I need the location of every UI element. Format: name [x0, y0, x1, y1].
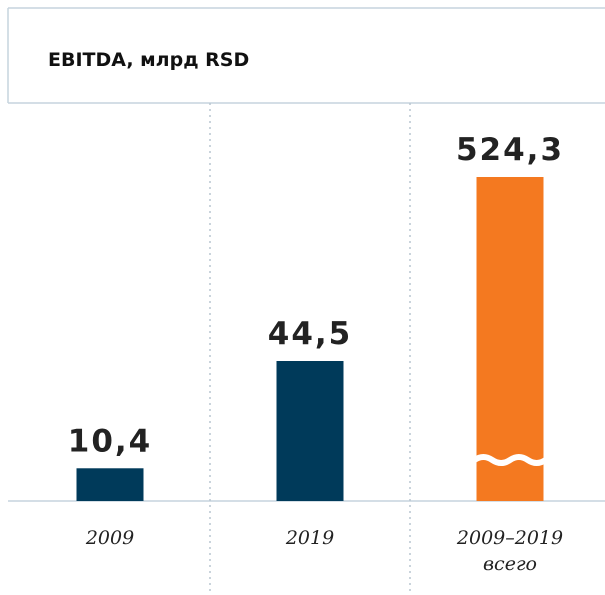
- bar: [276, 361, 344, 501]
- axis-break: [472, 454, 548, 466]
- bar: [476, 177, 544, 501]
- x-tick-label: 2019: [285, 527, 335, 549]
- chart-title: EBITDA, млрд RSD: [48, 49, 249, 71]
- x-tick-label: 2009–2019 всего: [456, 527, 564, 575]
- bar: [76, 468, 144, 501]
- value-label: 10,4: [68, 423, 153, 459]
- x-tick-label: 2009: [85, 527, 135, 549]
- value-label: 524,3: [456, 132, 564, 168]
- value-label: 44,5: [268, 316, 353, 352]
